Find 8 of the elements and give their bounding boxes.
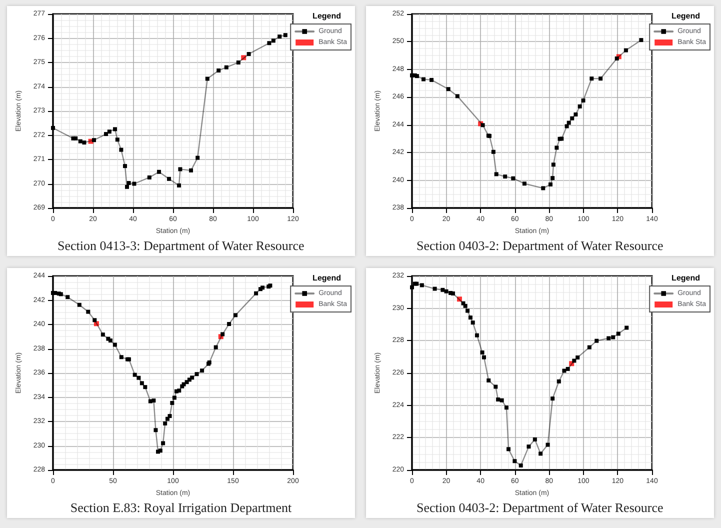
text: Section 0403-2: Department of Water Resource	[416, 238, 664, 253]
text: Section E.83: Royal Irrigation Department	[70, 500, 292, 515]
text: Section 0403-2: Department of Water Resource	[416, 500, 664, 515]
legend-title: Legend	[312, 274, 342, 282]
legend-title: Legend	[312, 12, 342, 20]
legend-title: Legend	[672, 12, 700, 20]
legend-title: Legend	[672, 274, 700, 282]
text: Section 0413-3: Department of Water Resource	[58, 238, 304, 253]
